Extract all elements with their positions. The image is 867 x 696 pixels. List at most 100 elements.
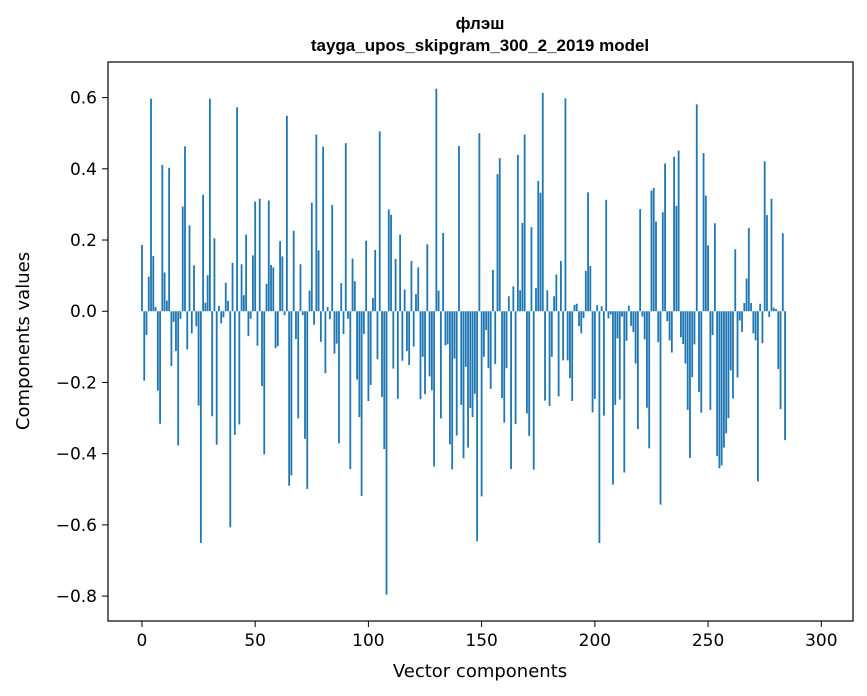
- bar: [193, 265, 195, 312]
- bar: [741, 311, 743, 332]
- bar: [170, 311, 173, 367]
- bar: [487, 311, 490, 369]
- bar: [668, 311, 671, 341]
- bar: [544, 311, 546, 401]
- bar: [401, 311, 404, 361]
- bar: [732, 311, 734, 399]
- bar: [188, 225, 191, 312]
- bar: [704, 195, 707, 312]
- bar: [218, 305, 220, 312]
- bar: [700, 311, 703, 413]
- y-axis-label: Components values: [13, 252, 34, 430]
- bar: [270, 264, 272, 312]
- bar: [362, 311, 365, 335]
- bar: [480, 311, 483, 497]
- bar: [743, 303, 746, 312]
- bar: [254, 201, 257, 312]
- bar: [623, 311, 626, 473]
- bar: [655, 221, 657, 312]
- bar: [319, 311, 322, 342]
- bar: [550, 311, 553, 357]
- x-tick-label: 300: [805, 631, 837, 651]
- bar: [208, 98, 211, 312]
- bar: [245, 234, 248, 312]
- bar: [593, 311, 596, 399]
- bar: [143, 311, 146, 381]
- bar: [573, 304, 576, 312]
- y-tick-label: 0.0: [70, 302, 97, 322]
- bar: [614, 311, 617, 405]
- bar: [292, 230, 295, 312]
- bar: [283, 311, 286, 316]
- bar: [639, 209, 642, 312]
- bar: [695, 104, 698, 312]
- y-tick-label: 0.2: [70, 231, 97, 251]
- bar: [295, 311, 297, 340]
- bar: [548, 311, 551, 406]
- bar: [775, 309, 777, 312]
- y-axis-ticks: 0.6 0.4 0.2 0.0 −0.2 −0.4 −0.6 −0.8: [56, 89, 108, 607]
- bar: [727, 311, 730, 419]
- bar: [738, 311, 741, 321]
- bar: [141, 245, 143, 312]
- bar: [451, 311, 454, 470]
- bar: [777, 311, 780, 369]
- bar: [179, 311, 182, 319]
- x-tick-label: 150: [465, 631, 497, 651]
- y-tick-label: −0.8: [56, 587, 97, 607]
- bar: [745, 278, 748, 312]
- bar: [779, 311, 782, 410]
- bar: [609, 311, 612, 315]
- bar: [288, 311, 291, 486]
- bar: [589, 266, 592, 312]
- bar: [272, 267, 275, 312]
- bar: [784, 311, 786, 441]
- bar: [267, 200, 270, 312]
- bar: [449, 311, 451, 445]
- bar: [331, 205, 334, 312]
- bar: [247, 311, 250, 337]
- bar: [150, 98, 152, 312]
- bar: [315, 134, 318, 312]
- bar: [763, 161, 766, 312]
- x-tick-label: 50: [244, 631, 266, 651]
- bar: [526, 311, 528, 414]
- bar: [736, 311, 739, 378]
- bar: [392, 311, 395, 369]
- bar: [211, 311, 214, 417]
- bar: [559, 261, 562, 312]
- bar: [406, 311, 408, 352]
- chart-title-line-2: tayga_upos_skipgram_300_2_2019 model: [311, 36, 649, 55]
- bar: [399, 234, 402, 312]
- bar: [344, 143, 347, 312]
- bar: [489, 311, 492, 389]
- bar: [279, 241, 281, 312]
- bar: [446, 311, 449, 345]
- bar: [670, 311, 673, 353]
- bar: [632, 311, 635, 332]
- bar: [351, 258, 354, 312]
- bar: [650, 190, 653, 312]
- bar: [562, 311, 565, 361]
- bar: [313, 311, 315, 325]
- bar: [781, 233, 784, 312]
- bar: [546, 290, 549, 312]
- bar: [729, 311, 732, 371]
- bar: [661, 212, 664, 312]
- bar: [163, 272, 166, 312]
- bar: [516, 154, 519, 312]
- chart-title-line-1: флэш: [456, 14, 505, 33]
- bar: [521, 222, 524, 312]
- bar: [752, 311, 755, 334]
- bar: [177, 311, 180, 446]
- bar: [390, 214, 392, 312]
- bar: [335, 311, 338, 344]
- bar: [197, 311, 200, 406]
- bar: [621, 311, 623, 317]
- bar: [227, 300, 229, 312]
- bar: [680, 311, 682, 338]
- bar: [378, 131, 381, 312]
- bar: [528, 311, 531, 436]
- bar: [340, 283, 343, 312]
- bar: [229, 311, 232, 528]
